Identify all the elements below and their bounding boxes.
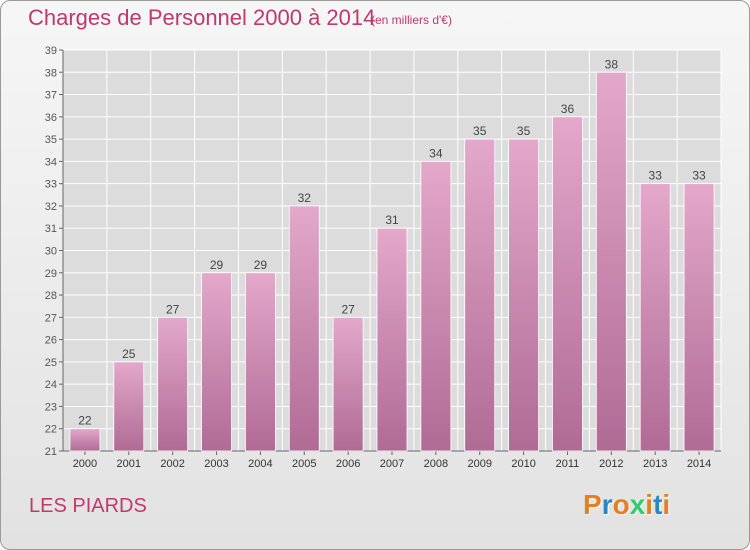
place-name: LES PIARDS xyxy=(29,495,147,517)
y-tick-label: 25 xyxy=(45,357,57,369)
y-tick-label: 36 xyxy=(45,112,57,124)
x-tick-label: 2009 xyxy=(467,458,491,470)
bar-2008 xyxy=(420,160,452,452)
x-tick-label: 2007 xyxy=(380,458,404,470)
bar-2000 xyxy=(69,428,101,452)
y-tick-label: 21 xyxy=(45,446,57,458)
x-tick-label: 2010 xyxy=(511,458,535,470)
chart-title: Charges de Personnel 2000 à 2014 xyxy=(28,5,376,30)
y-tick-label: 24 xyxy=(45,379,57,391)
y-tick-label: 33 xyxy=(45,179,57,191)
bar-2003 xyxy=(201,272,232,452)
y-tick-label: 23 xyxy=(45,401,57,413)
bar-2009 xyxy=(464,138,496,452)
x-tick-label: 2003 xyxy=(204,458,228,470)
y-tick-label: 39 xyxy=(45,45,57,57)
y-tick-label: 28 xyxy=(45,290,57,302)
y-tick-label: 32 xyxy=(45,201,57,213)
data-label: 38 xyxy=(605,57,619,71)
x-tick-label: 2008 xyxy=(424,458,448,470)
bar-2010 xyxy=(508,138,540,452)
y-tick-label: 37 xyxy=(45,90,57,102)
bar-2011 xyxy=(552,116,583,452)
data-label: 29 xyxy=(210,258,224,272)
bar-2004 xyxy=(244,272,276,452)
bar-2012 xyxy=(595,71,627,452)
bar-2001 xyxy=(113,361,145,452)
bar-2006 xyxy=(332,316,364,452)
logo-letter: x xyxy=(629,489,646,520)
y-tick-label: 35 xyxy=(45,134,57,146)
logo-letter: i xyxy=(645,489,654,520)
data-label: 33 xyxy=(692,169,706,183)
logo-letter: t xyxy=(653,489,663,520)
bar-2013 xyxy=(639,183,671,452)
bar-2014 xyxy=(683,183,715,452)
data-labels: 22 25 27 29 29 32 27 31 34 35 35 36 38 33 33 xyxy=(78,57,706,427)
x-tick-label: 2002 xyxy=(160,458,184,470)
data-label: 36 xyxy=(561,102,575,116)
y-tick-label: 34 xyxy=(45,156,57,168)
bar-2005 xyxy=(288,205,320,452)
data-label: 31 xyxy=(385,213,399,227)
y-tick-label: 26 xyxy=(45,335,57,347)
x-tick-label: 2006 xyxy=(336,458,360,470)
proxiti-logo: Proxiti xyxy=(583,489,670,521)
y-tick-label: 29 xyxy=(45,268,57,280)
x-tick-label: 2011 xyxy=(556,458,580,470)
data-label: 22 xyxy=(78,414,92,428)
bar-2007 xyxy=(376,227,408,452)
x-tick-label: 2012 xyxy=(599,458,623,470)
x-tick-label: 2004 xyxy=(248,458,272,470)
data-label: 34 xyxy=(429,146,443,160)
bar-2002 xyxy=(157,316,189,452)
logo-letter: r xyxy=(601,489,613,520)
logo-letter: i xyxy=(662,489,671,520)
data-label: 27 xyxy=(166,302,180,316)
y-tick-label: 27 xyxy=(45,312,57,324)
logo-letter: P xyxy=(583,489,602,520)
x-tick-label: 2001 xyxy=(117,458,141,470)
bars xyxy=(69,71,715,452)
data-label: 25 xyxy=(122,347,136,361)
x-tick-label: 2005 xyxy=(292,458,316,470)
y-tick-label: 31 xyxy=(45,223,57,235)
y-tick-label: 30 xyxy=(45,246,57,258)
chart-subtitle: (en milliers d'€) xyxy=(371,13,452,27)
x-tick-label: 2013 xyxy=(643,458,667,470)
data-label: 35 xyxy=(473,124,487,138)
data-label: 29 xyxy=(254,258,268,272)
data-label: 27 xyxy=(341,302,355,316)
x-tick-label: 2014 xyxy=(687,458,711,470)
y-tick-label: 22 xyxy=(45,424,57,436)
logo-letter: o xyxy=(612,489,630,520)
y-tick-label: 38 xyxy=(45,67,57,79)
data-label: 33 xyxy=(649,169,663,183)
data-label: 35 xyxy=(517,124,531,138)
x-tick-label: 2000 xyxy=(73,458,97,470)
data-label: 32 xyxy=(298,191,312,205)
